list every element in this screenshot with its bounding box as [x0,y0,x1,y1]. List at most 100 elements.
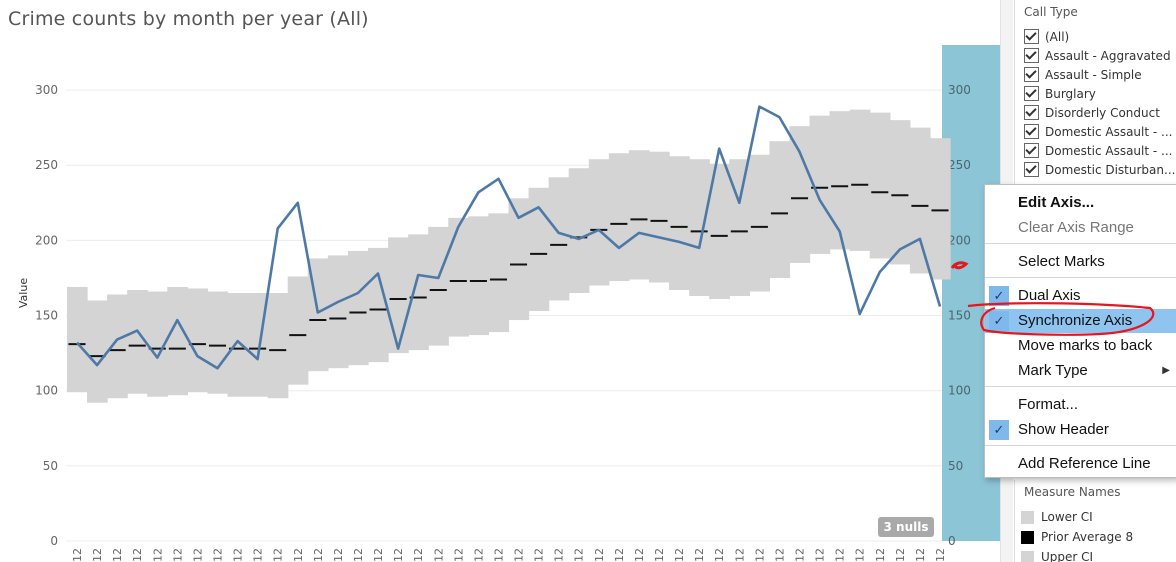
ci-band-bar [227,293,249,397]
line-chart[interactable]: 0 50 100 150 200 250 300 0 50 100 150 200 250 300 Valu… [0,0,1000,562]
ci-band-bar [588,159,610,286]
ci-band-bar [689,159,710,297]
menu-item-mark-type[interactable]: Mark Type ▶ [985,359,1176,383]
ci-band-bar [428,226,449,346]
legend-swatch [1021,530,1034,544]
ci-band-bar [608,153,630,281]
y-tick-label: 0 [50,534,58,548]
call-type-label: Disorderly Conduct [1045,105,1160,120]
call-type-checkbox-item[interactable]: (All) [1015,27,1176,46]
call-type-checkbox-item[interactable]: Domestic Disturban... [1015,160,1176,179]
menu-item-label: Clear Axis Range [1018,219,1134,236]
ci-band-bar [628,150,650,280]
ci-band-bar [66,286,88,393]
y-tick-label: 50 [43,459,58,473]
x-tick-label: 12 [352,548,365,562]
x-tick-label: 12 [151,548,164,562]
y-tick-label: 150 [35,309,58,323]
right-y-tick-label: 150 [948,309,971,323]
x-tick-label: 12 [472,548,485,562]
ci-band-bar [508,198,530,321]
checkbox-checked-icon[interactable] [1024,105,1039,120]
x-tick-label: 12 [332,548,345,562]
menu-item-add-reference-line[interactable]: Add Reference Line [985,452,1176,476]
ci-band-bar [107,294,128,399]
x-tick-label: 12 [653,548,666,562]
menu-item-edit-axis[interactable]: Edit Axis... [985,191,1176,215]
x-tick-label: 12 [392,548,405,562]
call-type-label: Domestic Assault - ... [1045,143,1173,158]
checkbox-checked-icon[interactable] [1024,67,1039,82]
chart-area: Crime counts by month per year (All) 0 50… [0,0,1000,562]
menu-item-label: Edit Axis... [1018,194,1095,211]
checkbox-checked-icon[interactable] [1024,143,1039,158]
legend-item[interactable]: Upper CI [1015,547,1176,562]
ci-band-bar [127,289,148,394]
nulls-badge[interactable]: 3 nulls [878,517,934,537]
x-tick-label: 12 [492,548,505,562]
x-tick-label: 12 [914,548,927,562]
call-type-label: Burglary [1045,86,1096,101]
x-tick-label: 12 [211,548,224,562]
menu-item-move-marks-to-back[interactable]: Move marks to back [985,334,1176,358]
ci-band-bar [448,217,469,337]
call-type-checkbox-item[interactable]: Disorderly Conduct [1015,103,1176,122]
menu-separator [985,445,1176,446]
legend-label: Upper CI [1041,550,1094,562]
checkbox-checked-icon[interactable] [1024,48,1039,63]
x-tick-label: 12 [934,548,947,562]
x-tick-label: 12 [894,548,907,562]
menu-separator [985,277,1176,278]
ci-band-bar [468,216,490,336]
checkmark-icon: ✓ [989,286,1009,306]
menu-item-dual-axis[interactable]: ✓ Dual Axis [985,284,1176,308]
ci-band-bar [187,288,209,393]
menu-item-clear-axis-range[interactable]: Clear Axis Range [985,216,1176,240]
legend-item[interactable]: Prior Average 8 [1015,527,1176,547]
menu-item-synchronize-axis[interactable]: ✓ Synchronize Axis [985,309,1176,333]
checkbox-checked-icon[interactable] [1024,29,1039,44]
x-tick-label: 12 [131,548,144,562]
measure-names-legend: Measure Names Lower CI Prior Average 8 Upp… [1014,480,1176,562]
checkbox-checked-icon[interactable] [1024,86,1039,101]
ci-band-bar [709,163,730,300]
x-tick-label: 12 [693,548,706,562]
ci-band-bar [488,213,510,333]
call-type-label: Domestic Assault - ... [1045,124,1173,139]
legend-label: Lower CI [1041,510,1093,524]
call-type-checkbox-item[interactable]: Assault - Simple [1015,65,1176,84]
x-tick-label: 12 [432,548,445,562]
ci-band-bar [929,138,951,280]
checkmark-icon: ✓ [989,311,1009,331]
ci-band-bar [167,286,188,396]
menu-item-format[interactable]: Format... [985,393,1176,417]
right-y-tick-label: 0 [948,534,956,548]
right-y-tick-label: 50 [948,459,963,473]
ci-band-bar [789,126,811,263]
x-tick-label: 12 [854,548,867,562]
call-type-checkbox-item[interactable]: Burglary [1015,84,1176,103]
x-tick-label: 12 [613,548,626,562]
x-tick-label: 12 [834,548,847,562]
call-type-checkbox-item[interactable]: Domestic Assault - ... [1015,122,1176,141]
menu-item-label: Synchronize Axis [1018,312,1133,329]
legend-swatch [1021,510,1034,524]
right-y-tick-label: 100 [948,384,971,398]
call-type-checkbox-item[interactable]: Assault - Aggravated [1015,46,1176,65]
y-axis-label: Value [17,278,30,308]
ci-band-bar [648,151,670,283]
x-tick-label: 12 [232,548,245,562]
x-tick-label: 12 [111,548,124,562]
menu-item-select-marks[interactable]: Select Marks [985,250,1176,274]
checkmark-icon: ✓ [989,420,1009,440]
ci-band-bar [207,291,229,394]
checkbox-checked-icon[interactable] [1024,162,1039,177]
call-type-checkbox-item[interactable]: Domestic Assault - ... [1015,141,1176,160]
menu-item-show-header[interactable]: ✓ Show Header [985,418,1176,442]
call-type-filter-panel: Call Type (All) Assault - Aggravated Assau… [1014,0,1176,185]
x-tick-label: 12 [814,548,827,562]
menu-item-label: Format... [1018,396,1079,413]
menu-separator [985,386,1176,387]
legend-item[interactable]: Lower CI [1015,507,1176,527]
checkbox-checked-icon[interactable] [1024,124,1039,139]
